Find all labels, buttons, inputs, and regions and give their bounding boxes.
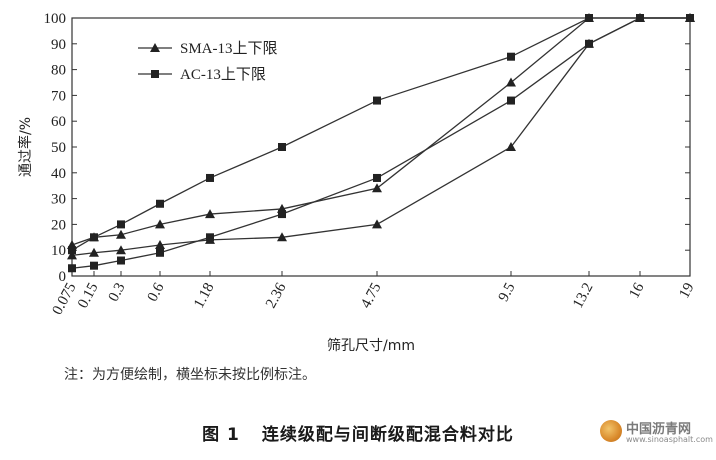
x-tick-label: 16 <box>626 280 647 301</box>
triangle-point <box>89 247 99 257</box>
square-point <box>636 14 644 22</box>
x-tick-label: 0.075 <box>50 280 80 317</box>
x-tick-label: 1.18 <box>191 280 217 311</box>
x-tick-label: 2.36 <box>263 280 290 311</box>
square-point <box>117 220 125 229</box>
square-point <box>373 173 381 182</box>
series-line <box>71 17 690 251</box>
y-tick-label: 10 <box>51 243 66 259</box>
y-tick-label: 70 <box>51 88 66 104</box>
triangle-point <box>506 77 516 87</box>
square-point <box>156 199 164 208</box>
figure-caption: 图 1 连续级配与间断级配混合料对比 <box>0 420 716 445</box>
asphalt-logo-icon <box>600 420 622 442</box>
square-point <box>585 14 593 22</box>
x-tick-label: 19 <box>676 280 697 301</box>
y-tick-label: 40 <box>51 166 66 182</box>
triangle-point <box>372 183 382 193</box>
square-point <box>507 96 515 105</box>
square-point <box>585 39 593 48</box>
x-tick-label: 0.6 <box>145 280 168 305</box>
chart-legend: SMA-13上下限 AC-13上下限 <box>138 40 278 83</box>
y-tick-label: 50 <box>51 140 66 156</box>
square-point <box>373 96 381 105</box>
triangle-point <box>155 219 165 229</box>
legend-marker <box>150 43 160 52</box>
watermark-url: www.sinoasphalt.com <box>626 435 713 444</box>
figure-number: 图 1 <box>202 425 240 445</box>
square-point <box>206 173 214 182</box>
triangle-point <box>116 229 126 239</box>
plot-frame <box>71 17 691 277</box>
y-tick-label: 20 <box>51 217 66 233</box>
square-point <box>90 261 98 270</box>
series-line <box>71 17 690 269</box>
series-line <box>71 17 690 246</box>
square-point <box>90 233 98 242</box>
triangle-point <box>155 240 165 250</box>
square-point <box>278 143 286 151</box>
y-tick-label: 0 <box>59 269 67 285</box>
triangle-point <box>506 142 516 151</box>
triangle-point <box>116 245 126 255</box>
x-tick-label: 13.2 <box>570 280 596 311</box>
triangle-point <box>372 219 382 229</box>
x-axis-label: 筛孔尺寸/mm <box>327 338 415 354</box>
y-axis-label: 通过率/% <box>17 117 34 177</box>
square-point <box>507 52 515 61</box>
square-point <box>68 264 76 273</box>
x-tick-label: 0.3 <box>106 280 129 304</box>
figure-title: 连续级配与间断级配混合料对比 <box>261 425 514 445</box>
legend-label: AC-13上下限 <box>180 66 266 83</box>
chart-marks <box>67 13 695 273</box>
square-point <box>117 256 125 265</box>
chart-note: 注：为方便绘制，横坐标未按比例标注。 <box>64 367 316 383</box>
square-point <box>68 246 76 255</box>
x-tick-label: 9.5 <box>496 280 519 304</box>
x-tick-label: 0.15 <box>75 280 101 311</box>
y-tick-label: 100 <box>44 11 67 27</box>
square-point <box>206 233 214 242</box>
triangle-point <box>277 232 287 242</box>
square-point <box>278 210 286 219</box>
x-tick-label: 4.75 <box>358 280 384 311</box>
y-tick-label: 60 <box>51 114 66 130</box>
triangle-point <box>67 250 77 260</box>
triangle-point <box>205 209 215 219</box>
legend-marker <box>151 70 159 78</box>
legend-label: SMA-13上下限 <box>180 40 278 57</box>
square-point <box>686 14 694 22</box>
square-point <box>156 248 164 257</box>
series-line <box>71 17 690 257</box>
y-tick-label: 30 <box>51 192 66 208</box>
site-watermark: 中国沥青网 www.sinoasphalt.com <box>600 416 713 450</box>
y-tick-label: 80 <box>51 63 66 79</box>
y-tick-label: 90 <box>51 37 66 53</box>
watermark-name: 中国沥青网 <box>626 422 692 437</box>
